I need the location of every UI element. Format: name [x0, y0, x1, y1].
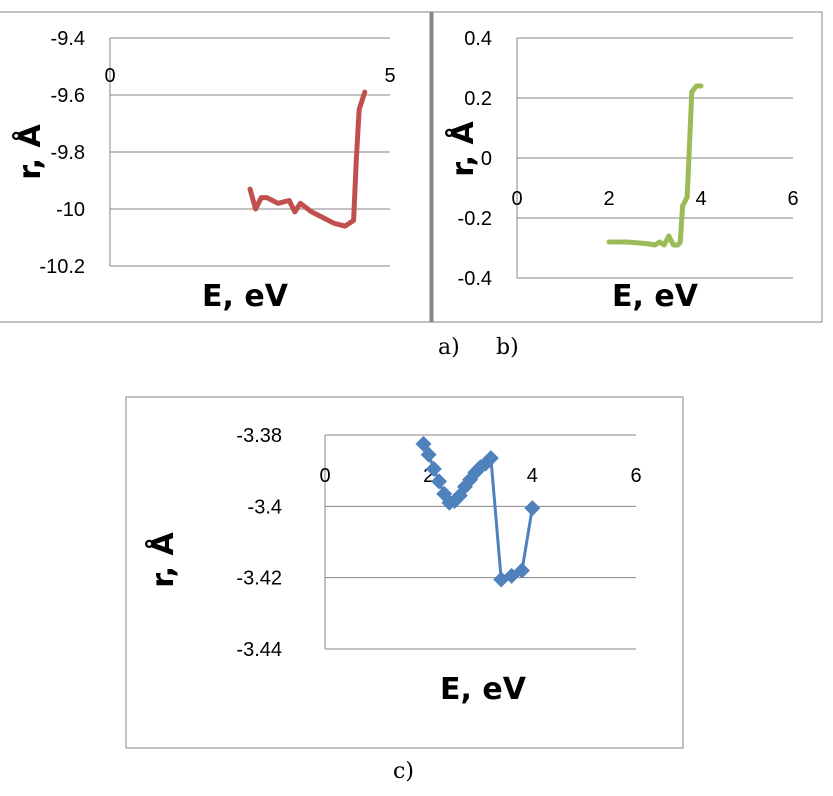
x-tick-label: 4 — [527, 465, 538, 487]
series-line — [606, 83, 704, 248]
y-tick-label: -10.2 — [39, 256, 85, 278]
chart-c: -3.38 -3.4 -3.42 -3.44 0 2 4 6 E, eV r, Å — [144, 425, 642, 707]
y-tick-label: -9.6 — [51, 85, 85, 107]
x-tick-label: 5 — [384, 65, 395, 87]
x-axis-title: E, eV — [202, 279, 289, 314]
caption-c: c) — [393, 759, 414, 784]
x-tick-label: 0 — [511, 188, 522, 210]
panel-c-frame — [125, 396, 684, 749]
x-tick-label: 6 — [787, 188, 798, 210]
x-axis-title: E, eV — [440, 672, 527, 707]
y-tick-label: -3.42 — [236, 568, 282, 590]
x-tick-label: 6 — [630, 465, 641, 487]
y-tick-label: 0 — [481, 148, 492, 170]
data-point-marker — [425, 460, 442, 477]
chart-a: -9.4 -9.6 -9.8 -10 -10.2 0 5 E, eV r, Å — [11, 28, 396, 314]
data-point-marker — [524, 500, 541, 517]
x-tick-label: 0 — [319, 465, 330, 487]
data-point-marker — [420, 446, 437, 463]
y-tick-label: -0.2 — [458, 208, 492, 230]
x-tick-label: 2 — [423, 465, 434, 487]
y-tick-label: -9.8 — [51, 142, 85, 164]
series-line — [247, 89, 368, 229]
y-axis-title: r, Å — [11, 124, 48, 180]
y-tick-label: -0.4 — [458, 268, 492, 290]
y-tick-label: 0.4 — [464, 28, 492, 50]
x-axis-title: E, eV — [612, 279, 699, 314]
y-tick-label: -10 — [56, 199, 85, 221]
y-axis-title: r, Å — [444, 121, 481, 177]
panel-b-frame — [432, 11, 823, 323]
y-tick-label: -9.4 — [51, 28, 85, 50]
data-point-marker — [482, 450, 499, 467]
data-point-marker — [513, 562, 530, 579]
caption-a: a) — [438, 335, 460, 360]
x-tick-label: 2 — [603, 188, 614, 210]
y-tick-label: -3.44 — [236, 639, 282, 661]
chart-b: 0.4 0.2 0 -0.2 -0.4 0 2 4 6 E, eV r, Å — [444, 28, 799, 314]
y-tick-label: -3.4 — [248, 496, 282, 518]
y-tick-label: 0.2 — [464, 88, 492, 110]
data-point-marker — [431, 473, 448, 490]
y-tick-label: -3.38 — [236, 425, 282, 447]
x-tick-label: 4 — [695, 188, 706, 210]
x-tick-label: 0 — [104, 65, 115, 87]
caption-b: b) — [496, 335, 519, 360]
y-axis-title: r, Å — [144, 532, 181, 588]
